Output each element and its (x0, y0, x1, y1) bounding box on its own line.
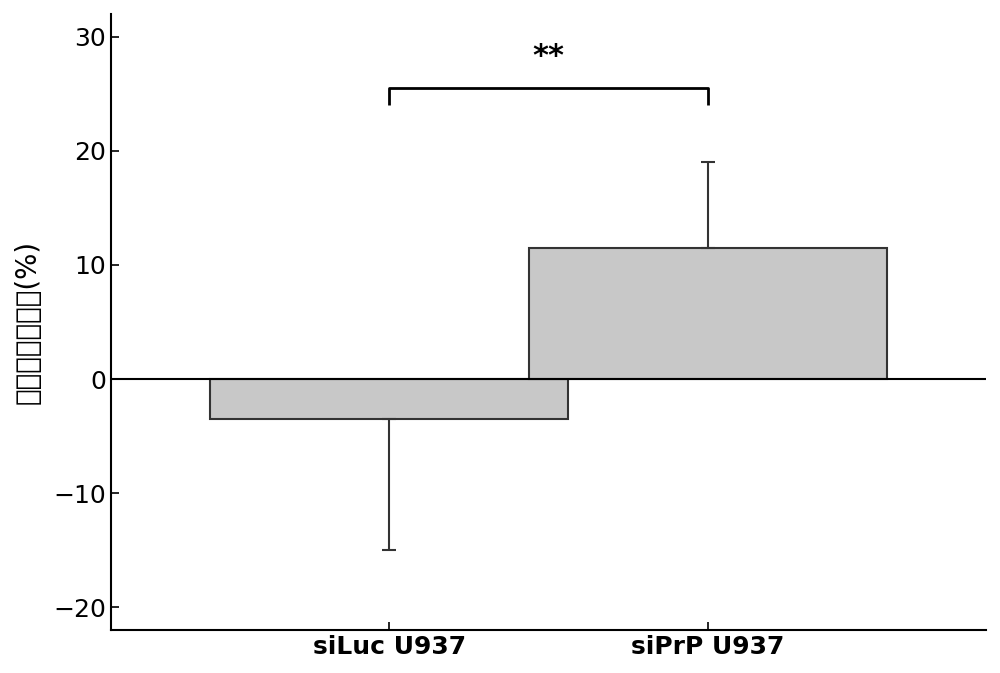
Text: **: ** (532, 42, 564, 71)
Bar (529, 248, 887, 379)
Y-axis label: 肿瘾细胞抑制率(%): 肿瘾细胞抑制率(%) (14, 240, 42, 404)
Bar (210, 379, 568, 419)
